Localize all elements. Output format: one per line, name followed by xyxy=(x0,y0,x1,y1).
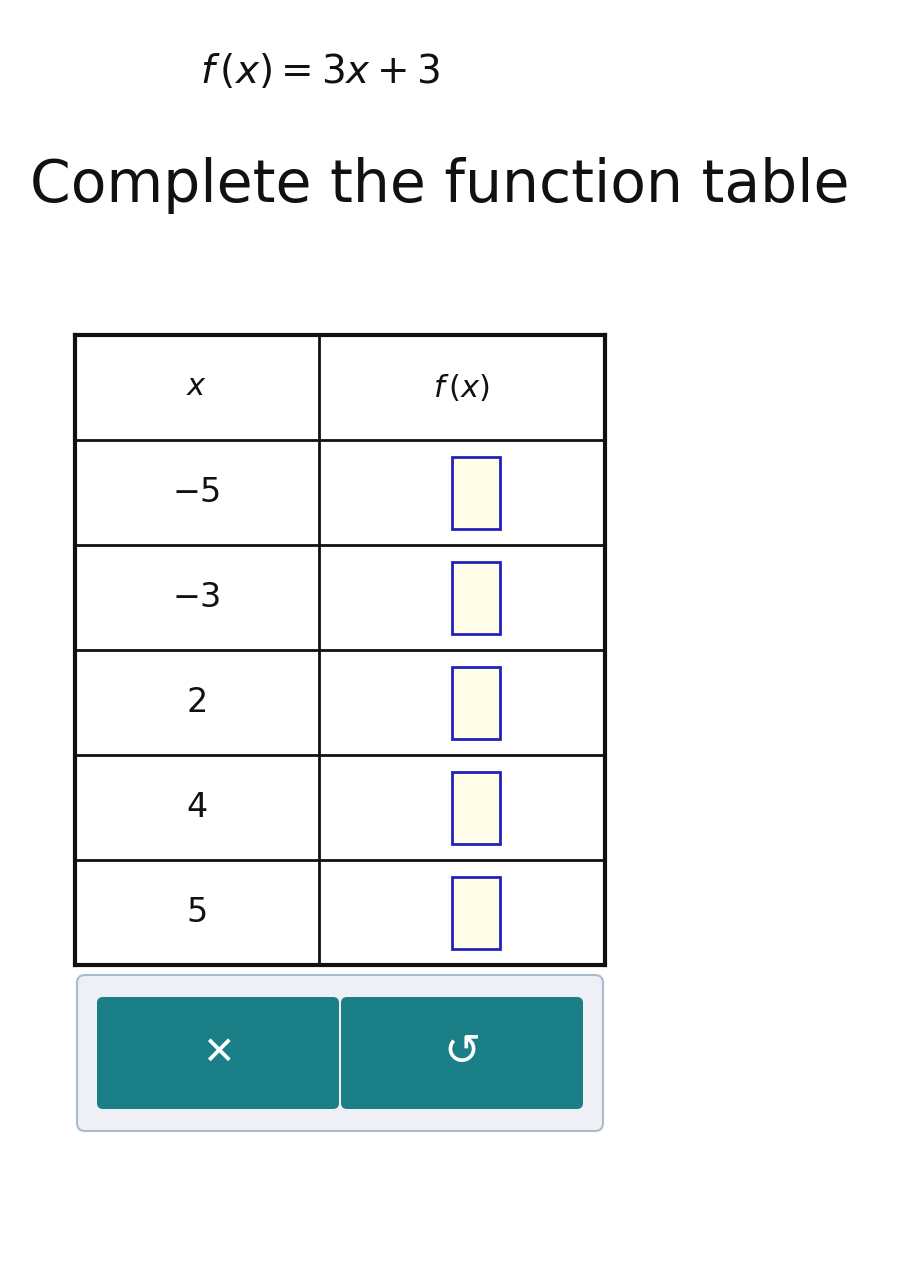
Text: Complete the function table: Complete the function table xyxy=(30,157,849,214)
Bar xyxy=(75,335,605,965)
Text: −3: −3 xyxy=(172,581,221,614)
Bar xyxy=(452,457,501,528)
Bar xyxy=(452,771,501,843)
FancyBboxPatch shape xyxy=(97,998,339,1109)
FancyBboxPatch shape xyxy=(77,975,603,1131)
Text: 4: 4 xyxy=(186,791,207,824)
Text: $f\,(x)$: $f\,(x)$ xyxy=(433,372,491,403)
Bar xyxy=(452,666,501,738)
Text: −5: −5 xyxy=(172,476,221,509)
Text: ↺: ↺ xyxy=(443,1032,480,1075)
Bar xyxy=(452,562,501,633)
Text: $f\,(x)=3x+3$: $f\,(x)=3x+3$ xyxy=(200,52,440,91)
Text: ✕: ✕ xyxy=(202,1034,234,1072)
FancyBboxPatch shape xyxy=(341,998,583,1109)
Text: $x$: $x$ xyxy=(186,373,207,401)
Bar xyxy=(452,876,501,948)
Text: 5: 5 xyxy=(186,896,207,929)
Text: 2: 2 xyxy=(186,686,207,719)
